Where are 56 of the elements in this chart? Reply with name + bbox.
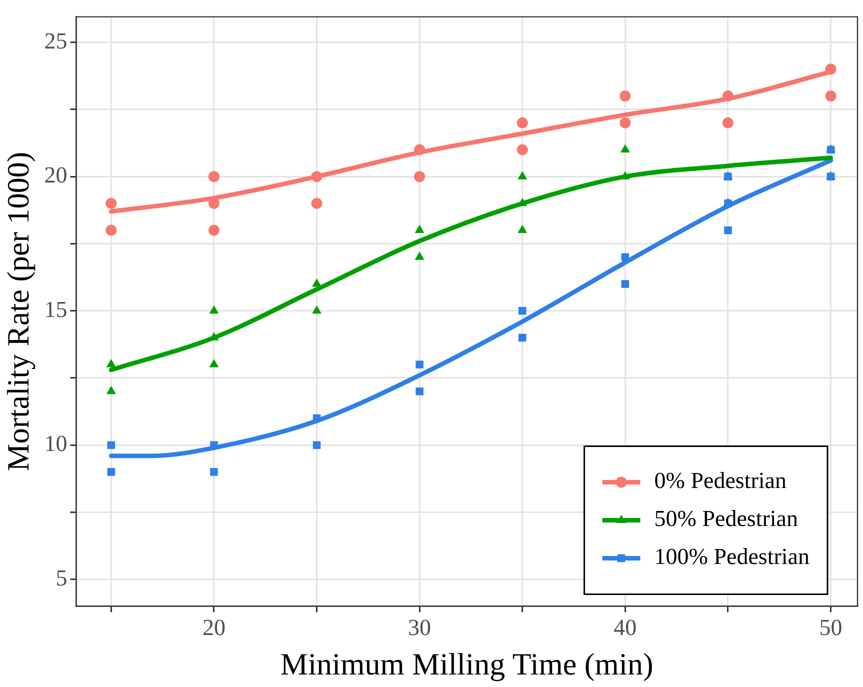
legend-label: 0% Pedestrian: [654, 468, 787, 494]
point: [208, 171, 220, 182]
point: [825, 64, 836, 75]
point: [106, 224, 117, 236]
point: [620, 90, 631, 102]
point: [722, 90, 734, 102]
point: [311, 171, 322, 182]
y-tick-label: 20: [44, 162, 68, 188]
point: [209, 359, 219, 368]
point: [414, 171, 426, 182]
point: [209, 305, 219, 314]
point: [620, 171, 630, 180]
point: [312, 414, 321, 422]
y-tick-label: 5: [56, 565, 68, 590]
point: [106, 359, 116, 368]
point: [825, 90, 836, 102]
y-tick-label: 15: [44, 296, 68, 322]
y-axis-title: Mortality Rate (per 1000): [0, 152, 36, 472]
point: [722, 117, 734, 128]
point: [416, 387, 424, 396]
y-tick-label: 10: [44, 431, 68, 456]
point: [518, 306, 526, 315]
x-axis-title: Minimum Milling Time (min): [280, 646, 654, 682]
point: [620, 144, 630, 152]
point: [107, 441, 116, 449]
legend-label: 100% Pedestrian: [654, 544, 810, 570]
point: [516, 117, 528, 128]
point: [724, 226, 732, 234]
point: [516, 144, 528, 156]
point: [414, 252, 424, 260]
point: [416, 360, 424, 368]
point: [518, 224, 528, 234]
point: [312, 305, 322, 314]
point: [106, 386, 116, 394]
line-series: [108, 156, 834, 372]
point: [621, 280, 630, 288]
point: [106, 198, 117, 209]
point: [312, 278, 322, 287]
line-series: [108, 158, 834, 458]
y-tick-label: 25: [44, 28, 68, 54]
x-tick-label: 50: [819, 615, 842, 640]
point: [620, 117, 631, 128]
x-tick-label: 30: [408, 615, 432, 640]
point: [414, 224, 424, 234]
point: [311, 198, 322, 209]
point: [518, 171, 528, 180]
legend-label: 50% Pedestrian: [654, 506, 798, 532]
point: [210, 468, 218, 476]
point: [208, 224, 220, 236]
x-tick-label: 40: [614, 615, 637, 640]
point: [107, 468, 116, 476]
point: [621, 253, 630, 262]
point: [518, 334, 526, 342]
point: [312, 441, 321, 449]
point: [414, 144, 426, 156]
x-tick-label: 20: [202, 615, 226, 640]
